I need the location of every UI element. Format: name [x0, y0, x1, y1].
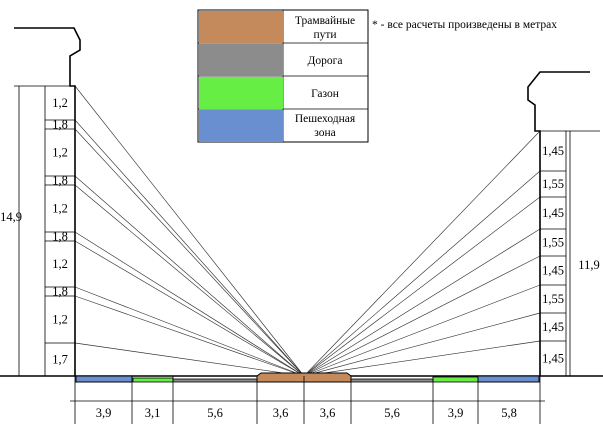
- legend-label-pedestrian-line2: зона: [314, 127, 335, 139]
- legend-label-tram-line1: Трамвайные: [295, 15, 355, 27]
- sight-line-right: [303, 228, 541, 377]
- right-floor-label: 1,45: [542, 206, 564, 220]
- ground-segment-label: 3,9: [96, 406, 112, 420]
- right-building-facade: [527, 71, 590, 376]
- legend: Трамвайные пути Дорога Газон Пешеходная …: [197, 9, 369, 143]
- left-floor-label: 1,2: [52, 96, 68, 110]
- right-floor-label: 1,55: [542, 177, 564, 191]
- ground-segment-label: 3,9: [448, 406, 464, 420]
- surface-road-right: [350, 378, 434, 383]
- sight-line-right: [303, 340, 541, 377]
- ground-segment-label: 5,8: [501, 406, 517, 420]
- surface-road-left: [172, 378, 258, 383]
- legend-item-lawn: Газон: [199, 77, 339, 109]
- sight-line-left: [74, 128, 305, 377]
- left-floor-label: 1,8: [52, 230, 68, 244]
- surface-lawn-left: [132, 377, 174, 383]
- sight-line-right: [303, 170, 541, 377]
- street-profile: [0, 372, 603, 383]
- legend-label-pedestrian-line1: Пешеходная: [295, 113, 356, 125]
- right-floor-label: 1,45: [542, 264, 564, 278]
- sight-line-right: [303, 196, 541, 377]
- left-building: 14,9 1,2 1,8 1,2 1,8 1,2 1,8 1,2 1,8 1,2 1,7: [0, 27, 81, 377]
- sight-line-left: [74, 342, 305, 377]
- surface-pedestrian-left: [75, 375, 133, 383]
- sight-line-right: [303, 312, 541, 377]
- ground-segment-label: 5,6: [384, 406, 400, 420]
- ground-segment-label: 3,6: [320, 406, 336, 420]
- sight-line-left: [74, 231, 305, 377]
- left-building-floor-dimensions: 1,2 1,8 1,2 1,8 1,2 1,8 1,2 1,8 1,2 1,7: [45, 85, 75, 377]
- sight-lines: [74, 85, 541, 377]
- sight-line-right: [303, 284, 541, 377]
- right-building: 11,9 1,45 1,55 1,45 1,55 1,45 1,55 1,45 1,45: [527, 71, 600, 377]
- left-building-total-height: 14,9: [0, 210, 22, 224]
- right-floor-label: 1,45: [542, 352, 564, 366]
- left-floor-label: 1,2: [52, 313, 68, 327]
- legend-swatch-pedestrian: [199, 110, 283, 142]
- surface-pedestrian-right: [477, 375, 540, 383]
- right-floor-label: 1,55: [542, 236, 564, 250]
- sight-line-left: [74, 240, 305, 377]
- sight-line-left: [74, 295, 305, 377]
- legend-swatch-lawn: [199, 77, 283, 109]
- left-floor-label: 1,2: [52, 202, 68, 216]
- legend-item-tram: Трамвайные пути: [199, 11, 355, 43]
- legend-label-road: Дорога: [308, 55, 343, 67]
- right-floor-label: 1,55: [542, 292, 564, 306]
- ground-width-dimensions: 3,9 3,1 5,6 3,6 3,6 5,6 3,9 5,8: [70, 376, 545, 424]
- legend-swatch-tram: [199, 11, 283, 43]
- sight-line-left: [74, 184, 305, 377]
- right-floor-label: 1,45: [542, 144, 564, 158]
- legend-item-pedestrian: Пешеходная зона: [199, 110, 356, 142]
- left-floor-label: 1,2: [52, 257, 68, 271]
- left-floor-label: 1,2: [52, 146, 68, 160]
- legend-label-lawn: Газон: [311, 88, 339, 100]
- sight-line-right: [303, 130, 541, 377]
- left-building-facade: [14, 27, 81, 376]
- ground-segment-label: 3,1: [145, 406, 161, 420]
- left-floor-label: 1,8: [52, 174, 68, 188]
- left-floor-label: 1,8: [52, 285, 68, 299]
- sight-line-left: [74, 175, 305, 377]
- sight-line-left: [74, 286, 305, 377]
- right-floor-label: 1,45: [542, 320, 564, 334]
- legend-item-road: Дорога: [199, 44, 342, 76]
- sight-line-left: [74, 119, 305, 377]
- sight-line-right: [303, 255, 541, 377]
- left-floor-label: 1,7: [52, 353, 68, 367]
- right-building-floor-dimensions: 1,45 1,55 1,45 1,55 1,45 1,55 1,45 1,45: [540, 130, 566, 377]
- surface-lawn-right: [432, 376, 479, 383]
- ground-segment-label: 5,6: [207, 406, 223, 420]
- sight-line-left: [74, 85, 305, 377]
- legend-swatch-road: [199, 44, 283, 76]
- legend-label-tram-line2: пути: [313, 29, 336, 41]
- units-note: * - все расчеты произведены в метрах: [372, 19, 557, 31]
- right-building-total-height: 11,9: [578, 258, 599, 272]
- left-floor-label: 1,8: [52, 118, 68, 132]
- ground-segment-label: 3,6: [273, 406, 289, 420]
